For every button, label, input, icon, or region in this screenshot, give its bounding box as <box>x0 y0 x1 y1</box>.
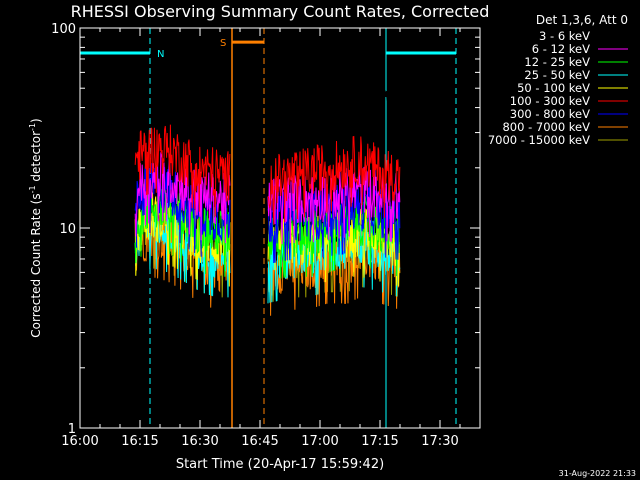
legend-label-6: 300 - 800 keV <box>510 107 590 121</box>
legend-header: Det 1,3,6, Att 0 <box>536 13 628 27</box>
series-5 <box>134 124 401 225</box>
y-axis-label: Corrected Count Rate (s-1 detector-1) <box>28 118 43 337</box>
series-1-segment-1 <box>267 166 401 245</box>
x-tick-label-5: 17:15 <box>361 434 398 449</box>
legend-label-1: 6 - 12 keV <box>532 42 590 56</box>
y-axis-label-sup2: -1 <box>28 123 37 131</box>
series-5-segment-0 <box>134 124 231 217</box>
axes-layer: 16:00 16:15 16:30 16:45 17:00 17:15 17:30 1 10 10… <box>51 22 481 449</box>
x-tick-label-2: 16:30 <box>181 434 218 449</box>
x-tick-label-6: 17:30 <box>421 434 458 449</box>
legend-label-4: 50 - 100 keV <box>517 81 590 95</box>
y-tick-label-0: 1 <box>68 422 76 437</box>
series-0 <box>134 80 401 108</box>
chart-title: RHESSI Observing Summary Count Rates, Co… <box>71 2 490 21</box>
x-axis-label: Start Time (20-Apr-17 15:59:42) <box>176 457 384 472</box>
series-5-segment-1 <box>267 135 401 225</box>
legend-label-3: 25 - 50 keV <box>524 68 590 82</box>
y-axis-label-sup1: -1 <box>28 185 37 193</box>
x-tick-label-1: 16:15 <box>121 434 158 449</box>
legend-label-0: 3 - 6 keV <box>539 29 590 43</box>
series-3-segment-0 <box>134 201 231 298</box>
y-tick-label-2: 100 <box>51 22 76 37</box>
legend-label-8: 7000 - 15000 keV <box>488 133 590 147</box>
saa-label: S <box>220 38 226 49</box>
legend-label-2: 12 - 25 keV <box>524 55 590 69</box>
series-0-segment-1 <box>267 86 401 108</box>
x-tick-label-0: 16:00 <box>61 434 98 449</box>
y-axis-label-end: ) <box>29 118 43 123</box>
night-label: N <box>157 49 164 60</box>
series-layer <box>134 80 401 316</box>
series-4-segment-0 <box>134 192 231 287</box>
y-axis-label-mid: detector <box>29 131 43 186</box>
legend-label-7: 800 - 7000 keV <box>502 120 590 134</box>
legend-label-5: 100 - 300 keV <box>510 94 590 108</box>
x-tick-label-4: 17:00 <box>301 434 338 449</box>
y-axis-label-main: Corrected Count Rate (s <box>29 193 43 337</box>
y-tick-label-1: 10 <box>59 222 76 237</box>
series-6-segment-1 <box>267 182 401 264</box>
series-0-segment-0 <box>134 80 231 101</box>
series-6 <box>134 162 401 264</box>
series-6-segment-0 <box>134 162 231 257</box>
x-tick-label-3: 16:45 <box>241 434 278 449</box>
date-stamp: 31-Aug-2022 21:33 <box>559 469 636 478</box>
